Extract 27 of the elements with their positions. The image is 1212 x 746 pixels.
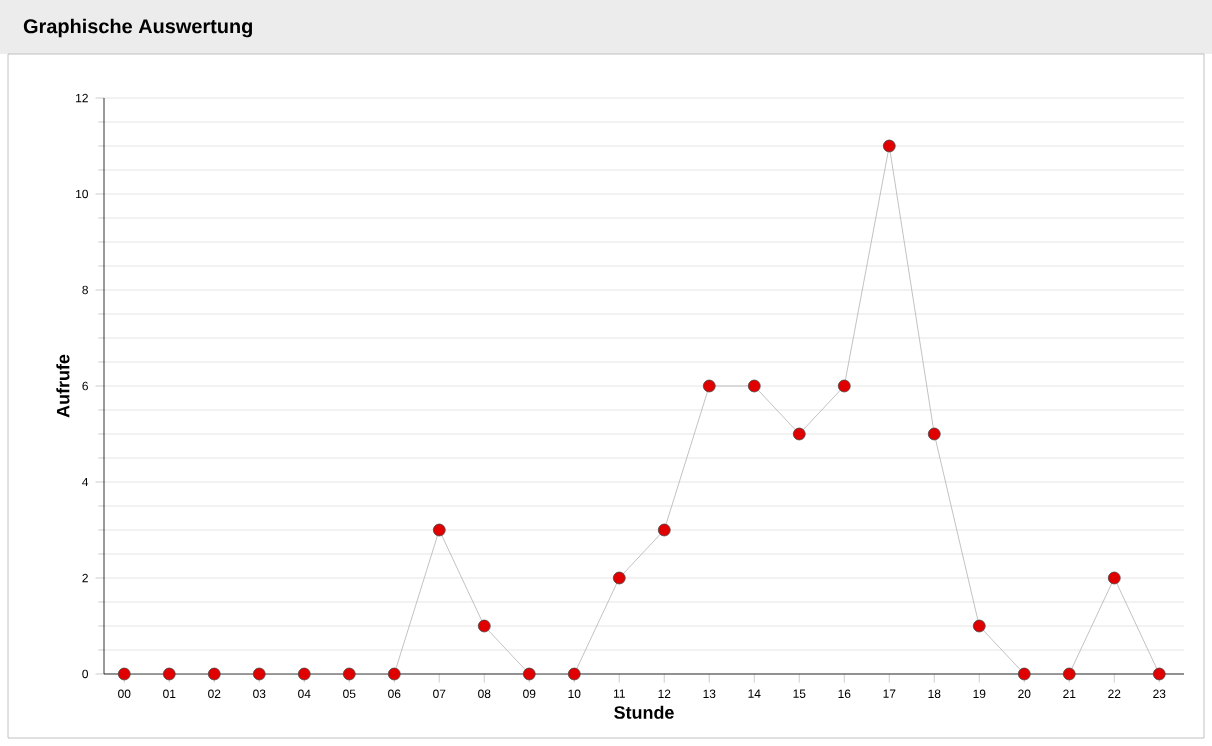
point — [927, 427, 941, 441]
point — [252, 667, 266, 681]
point — [882, 139, 896, 153]
point — [657, 523, 671, 537]
point — [342, 667, 356, 681]
point — [297, 667, 311, 681]
point — [117, 667, 131, 681]
point — [522, 667, 536, 681]
point — [1152, 667, 1166, 681]
point — [477, 619, 491, 633]
point — [207, 667, 221, 681]
point — [837, 379, 851, 393]
point — [1017, 667, 1031, 681]
point — [1107, 571, 1121, 585]
point — [702, 379, 716, 393]
y-axis-title: Aufrufe — [56, 354, 70, 418]
point — [387, 667, 401, 681]
point — [162, 667, 176, 681]
point — [972, 619, 986, 633]
x-axis-title: Stunde — [614, 705, 674, 719]
chart-title: Graphische Auswertung — [23, 18, 252, 38]
point — [612, 571, 626, 585]
point — [1062, 667, 1076, 681]
point — [567, 667, 581, 681]
point — [432, 523, 446, 537]
point — [792, 427, 806, 441]
point — [747, 379, 761, 393]
